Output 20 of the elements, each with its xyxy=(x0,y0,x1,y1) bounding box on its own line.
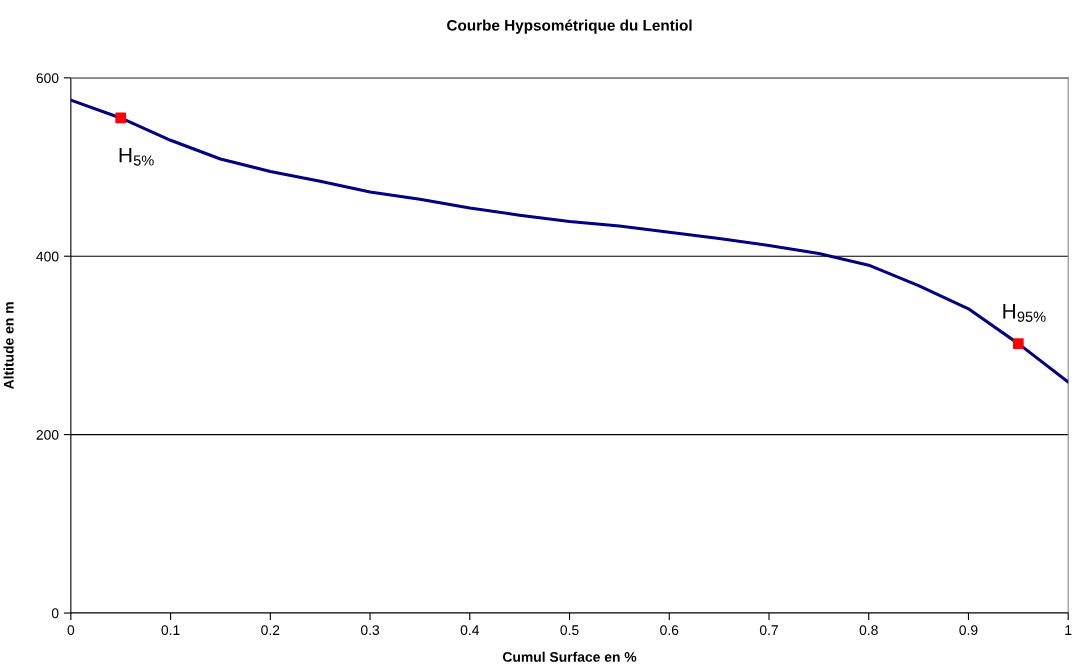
x-tick-label: 0 xyxy=(67,625,75,636)
y-tick-label: 0 xyxy=(51,608,59,619)
x-tick-label: 0.9 xyxy=(959,625,978,636)
x-tick-label: 0.5 xyxy=(560,625,579,636)
y-axis-title: Altitude en m xyxy=(3,302,14,390)
y-tick-label: 600 xyxy=(36,73,59,84)
x-tick-label: 0.6 xyxy=(660,625,679,636)
y-tick-label: 200 xyxy=(36,429,59,440)
x-tick-label: 0.4 xyxy=(460,625,480,636)
x-tick-label: 0.8 xyxy=(859,625,878,636)
x-axis-title: Cumul Surface en % xyxy=(502,651,637,662)
y-tick-label: 400 xyxy=(36,251,59,262)
x-tick-label: 0.2 xyxy=(261,625,280,636)
x-tick-label: 0.1 xyxy=(161,625,180,636)
annotation: H$_{5%}$ xyxy=(119,147,154,166)
chart-title: Courbe Hypsométrique du Lentiol xyxy=(447,19,692,34)
x-tick-label: 0.7 xyxy=(759,625,778,636)
annotation: H$_{95%}$ xyxy=(1003,304,1046,322)
x-tick-label: 1 xyxy=(1065,625,1072,635)
x-tick-label: 0.3 xyxy=(360,625,380,636)
